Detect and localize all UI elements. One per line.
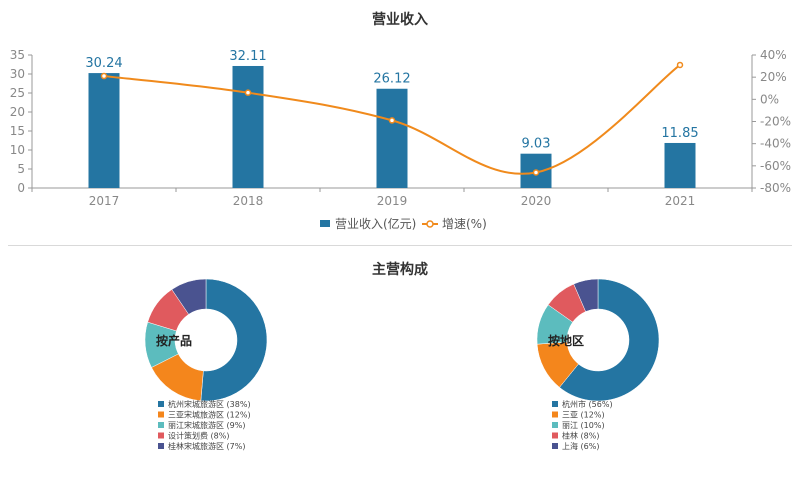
x-tick-label: 2021: [665, 194, 696, 208]
y-left-tick-label: 15: [10, 124, 25, 138]
pie-legend-swatch: [552, 411, 558, 418]
pie-legend-swatch: [158, 422, 164, 428]
pie-legend-swatch: [158, 443, 164, 449]
section-divider: [8, 245, 792, 246]
pie-legend-swatch: [158, 432, 164, 439]
pie-center-label: 按地区: [548, 333, 584, 348]
legend-swatch-revenue: [320, 220, 330, 227]
pie-slice: [200, 278, 268, 402]
y-right-tick-label: 20%: [760, 70, 787, 84]
pie-legend-label: 上海 (6%): [562, 441, 599, 451]
bar-data-label: 9.03: [522, 137, 551, 152]
growth-point: [388, 117, 396, 124]
bar-data-label: 11.85: [661, 126, 698, 141]
y-left-tick-label: 35: [10, 48, 25, 62]
growth-point: [676, 61, 684, 69]
y-left-tick-label: 10: [10, 143, 25, 157]
y-left-tick-label: 30: [10, 67, 25, 81]
y-left-tick-label: 5: [17, 162, 25, 176]
bar: [664, 142, 696, 188]
bar: [88, 73, 120, 188]
y-right-tick-label: -80%: [760, 181, 791, 195]
legend-marker-growth: [426, 220, 434, 228]
pie-legend-swatch: [552, 422, 558, 428]
y-right-tick-label: -60%: [760, 159, 791, 173]
x-tick-label: 2018: [233, 194, 264, 208]
y-right-tick-label: -40%: [760, 137, 791, 151]
pie-legend-label: 丽江宋城旅游区 (9%): [168, 420, 245, 430]
pie-legend-label: 设计策划费 (8%): [168, 431, 229, 441]
pie-slice: [171, 278, 207, 315]
bar-data-label: 30.24: [85, 56, 122, 71]
pie-legend-swatch: [158, 401, 164, 407]
x-tick-label: 2020: [521, 194, 552, 208]
section-title: 主营构成: [372, 262, 428, 278]
y-right-tick-label: 0%: [760, 92, 779, 106]
chart-title: 营业收入: [372, 12, 428, 28]
pie-legend-swatch: [158, 411, 164, 418]
bar: [376, 88, 408, 188]
legend-label-growth: 增速(%): [442, 217, 487, 231]
y-left-tick-label: 0: [17, 181, 25, 195]
growth-point: [244, 89, 252, 96]
pie-legend-swatch: [552, 401, 558, 407]
pie-legend-label: 桂林宋城旅游区 (7%): [168, 441, 245, 451]
pie-center-label: 按产品: [156, 333, 192, 348]
pie-slice: [573, 278, 599, 312]
y-right-tick-label: 40%: [760, 48, 787, 62]
legend-label-revenue: 营业收入(亿元): [335, 216, 416, 231]
pie-legend-swatch: [552, 443, 558, 449]
growth-point: [532, 169, 540, 176]
pie-legend-label: 桂林 (8%): [562, 431, 599, 441]
x-tick-label: 2017: [89, 194, 120, 208]
pie-legend-label: 杭州宋城旅游区 (38%): [168, 399, 251, 409]
pie-legend-label: 杭州市 (56%): [562, 399, 613, 409]
pie-legend-swatch: [552, 432, 558, 439]
x-tick-label: 2019: [377, 194, 408, 208]
y-left-tick-label: 25: [10, 86, 25, 100]
bar-data-label: 26.12: [373, 72, 410, 87]
bar: [232, 65, 264, 188]
y-right-tick-label: -20%: [760, 115, 791, 129]
pie-legend-label: 三亚宋城旅游区 (12%): [168, 410, 251, 420]
growth-point: [100, 72, 108, 80]
pie-legend-label: 三亚 (12%): [562, 411, 605, 420]
bar-data-label: 32.11: [229, 49, 266, 64]
y-left-tick-label: 20: [10, 105, 25, 119]
pie-legend-label: 丽江 (10%): [562, 421, 605, 430]
